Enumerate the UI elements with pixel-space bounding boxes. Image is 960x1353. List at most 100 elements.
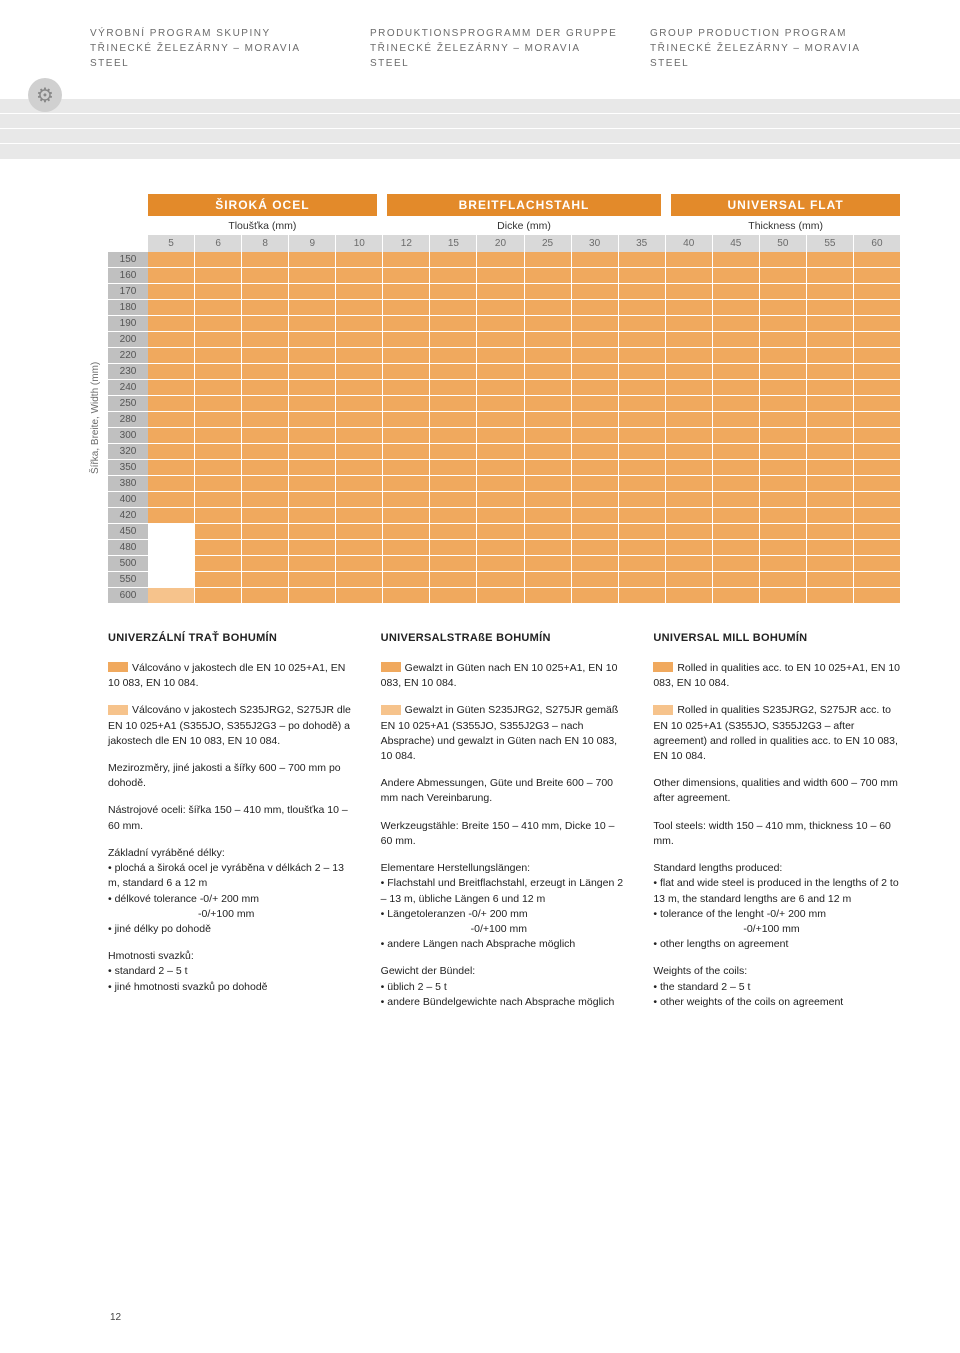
marker-icon <box>381 662 401 672</box>
grid-cell <box>242 588 289 603</box>
grid-cell <box>854 396 900 411</box>
col-title: UNIVERSAL MILL BOHUMÍN <box>653 631 900 647</box>
grid-cell <box>854 588 900 603</box>
grid-cell <box>477 300 524 315</box>
grid-cell <box>572 380 619 395</box>
grid-row: 380 <box>108 476 900 491</box>
grid-cell <box>713 316 760 331</box>
grid-cell <box>854 460 900 475</box>
grid-cell <box>572 252 619 267</box>
grid-cell <box>336 524 383 539</box>
grid-cell <box>572 412 619 427</box>
grid-cell <box>666 396 713 411</box>
grid-cell <box>477 460 524 475</box>
grid-cell <box>242 524 289 539</box>
width-cell: 170 <box>108 284 148 299</box>
grid-row: 150 <box>108 252 900 267</box>
grid-cell <box>760 332 807 347</box>
grid-row: 160 <box>108 268 900 283</box>
grid-cell <box>477 524 524 539</box>
grid-cell <box>148 380 195 395</box>
grid-cell <box>619 300 666 315</box>
grid-cell <box>760 476 807 491</box>
marker-icon <box>653 705 673 715</box>
grid-cell <box>430 412 477 427</box>
grid-cell <box>760 460 807 475</box>
grid-cell <box>713 348 760 363</box>
grid-cell <box>619 572 666 587</box>
grid-cell <box>148 396 195 411</box>
grid-cell <box>854 492 900 507</box>
grid-cell <box>289 540 336 555</box>
grid-cell <box>477 556 524 571</box>
grid-cell <box>619 380 666 395</box>
grid-cell <box>807 252 854 267</box>
category-cell: BREITFLACHSTAHL <box>387 194 662 216</box>
grid-cell <box>713 556 760 571</box>
grid-cell <box>666 316 713 331</box>
grid-cell <box>383 556 430 571</box>
grid-cell <box>336 252 383 267</box>
grid-cell <box>760 492 807 507</box>
grid-row: 190 <box>108 316 900 331</box>
category-cell: ŠIROKÁ OCEL <box>148 194 377 216</box>
grid-cell <box>242 476 289 491</box>
grid-cell <box>713 492 760 507</box>
grid-cell <box>336 540 383 555</box>
grid-cell <box>525 332 572 347</box>
grid-cell <box>807 268 854 283</box>
grid-row: 550 <box>108 572 900 587</box>
grid-cell <box>525 316 572 331</box>
grid-cell <box>289 460 336 475</box>
thickness-header-row: 5689101215202530354045505560 <box>108 235 900 252</box>
grid-cell <box>854 284 900 299</box>
grid-cell <box>525 524 572 539</box>
grid-cell <box>336 556 383 571</box>
header-line: TŘINECKÉ ŽELEZÁRNY – MORAVIA STEEL <box>370 41 620 71</box>
grid-cell <box>760 316 807 331</box>
logo-icon: ⚙ <box>28 78 62 112</box>
grid-cell <box>572 444 619 459</box>
grid-cell <box>713 332 760 347</box>
grid-cell <box>760 540 807 555</box>
grid-cell <box>383 588 430 603</box>
grid-cell <box>242 268 289 283</box>
grid-cell <box>807 332 854 347</box>
para: Gewicht der Bündel: üblich 2 – 5 t ander… <box>381 964 628 1010</box>
grid-row: 400 <box>108 492 900 507</box>
grid-cell <box>383 460 430 475</box>
grid-cell <box>572 508 619 523</box>
grid-cell <box>666 348 713 363</box>
grid-cell <box>195 252 242 267</box>
grid-cell <box>383 268 430 283</box>
grid-cell <box>666 556 713 571</box>
grid-cell <box>807 460 854 475</box>
page-header: VÝROBNÍ PROGRAM SKUPINY TŘINECKÉ ŽELEZÁR… <box>0 0 960 81</box>
grid-cell <box>242 540 289 555</box>
grid-row: 420 <box>108 508 900 523</box>
para: Elementare Herstellungslängen: Flachstah… <box>381 861 628 952</box>
grid-cell <box>525 508 572 523</box>
grid-cell <box>383 572 430 587</box>
grid-cell <box>854 252 900 267</box>
grid-cell <box>807 492 854 507</box>
grid-cell <box>572 396 619 411</box>
grid-cell <box>666 460 713 475</box>
grid-cell <box>760 396 807 411</box>
grid-row: 200 <box>108 332 900 347</box>
grid-cell <box>383 476 430 491</box>
thickness-cell: 50 <box>760 235 807 252</box>
grid-cell <box>619 460 666 475</box>
grid-cell <box>242 492 289 507</box>
grid-cell <box>430 284 477 299</box>
grid-cell <box>666 332 713 347</box>
grid-cell <box>477 284 524 299</box>
grid-cell <box>572 316 619 331</box>
grid-cell <box>148 588 195 603</box>
grid-cell <box>336 300 383 315</box>
grid-cell <box>854 508 900 523</box>
grid-cell <box>760 252 807 267</box>
grid-cell <box>713 540 760 555</box>
grid-cell <box>336 268 383 283</box>
para: Rolled in qualities S235JRG2, S275JR acc… <box>653 703 900 764</box>
